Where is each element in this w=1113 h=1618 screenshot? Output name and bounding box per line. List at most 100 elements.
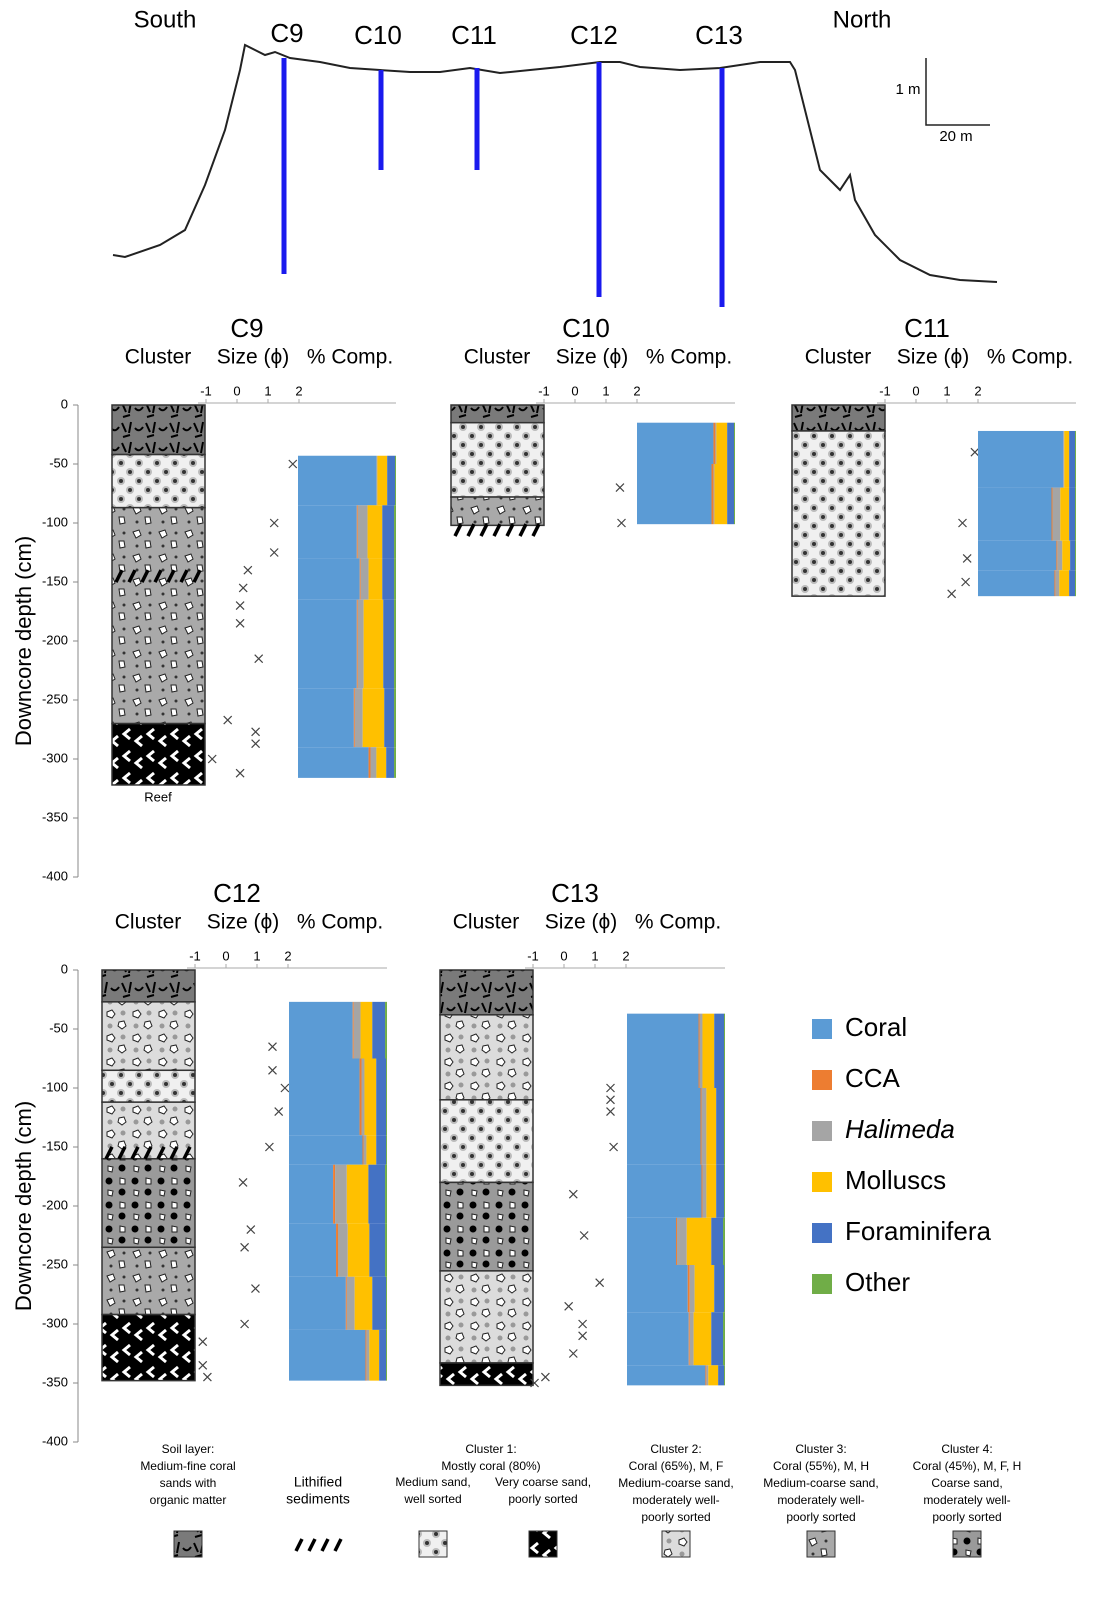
- composition-segment: [711, 464, 713, 524]
- y-tick-label: -250: [42, 1256, 68, 1271]
- column-header: Size (ϕ): [897, 346, 969, 369]
- y-tick-label: -100: [42, 514, 68, 529]
- cluster-layer: [102, 1002, 195, 1070]
- core-title: C10: [562, 313, 610, 343]
- x-tick-label: 1: [602, 383, 609, 398]
- composition-segment: [978, 488, 1052, 541]
- composition-segment: [627, 1365, 705, 1385]
- core-label: C11: [451, 20, 497, 50]
- x-tick-label: 0: [571, 383, 578, 398]
- key-text: Coral (55%), M, H: [773, 1459, 869, 1473]
- composition-segment: [289, 1277, 346, 1330]
- composition-segment: [706, 1088, 716, 1165]
- key-text: poorly sorted: [932, 1510, 1001, 1524]
- key-text: Medium-coarse sand,: [763, 1476, 878, 1490]
- core-label: C10: [354, 20, 402, 50]
- composition-segment: [690, 1312, 694, 1365]
- x-tick-label: -1: [189, 948, 201, 963]
- x-tick-label: 1: [591, 948, 598, 963]
- cluster-layer: [792, 405, 885, 431]
- y-tick-label: -50: [49, 455, 68, 470]
- size-point: [281, 1084, 289, 1092]
- composition-segment: [358, 505, 368, 558]
- profile: South North C9 C10 C11 C12 C13 1 m 20 m: [113, 6, 997, 307]
- composition-segment: [347, 1277, 355, 1330]
- key-swatch: [529, 1531, 557, 1557]
- composition-segment: [716, 1088, 724, 1165]
- composition-segment: [298, 505, 357, 558]
- y-tick-label: -200: [42, 632, 68, 647]
- composition-segment: [382, 558, 394, 599]
- composition-segment: [354, 688, 355, 747]
- x-tick-label: 2: [633, 383, 640, 398]
- key-text: Soil layer:: [162, 1442, 215, 1456]
- size-point: [239, 584, 247, 592]
- size-point: [616, 484, 624, 492]
- composition-segment: [336, 1224, 338, 1277]
- y-tick-label: -150: [42, 1138, 68, 1153]
- composition-segment: [385, 1165, 387, 1224]
- composition-segment: [376, 1135, 386, 1165]
- composition-segment: [385, 1224, 387, 1277]
- cluster-layer: [440, 1100, 533, 1183]
- composition-segment: [386, 1330, 387, 1381]
- composition-segment: [394, 558, 396, 599]
- cluster-layer: [440, 1271, 533, 1363]
- composition-segment: [298, 456, 376, 506]
- core-title: C13: [551, 878, 599, 908]
- composition-segment: [714, 1265, 724, 1312]
- column-header: Size (ϕ): [207, 911, 279, 934]
- composition-segment: [346, 1277, 347, 1330]
- size-point: [270, 519, 278, 527]
- legend-swatch: [812, 1019, 832, 1039]
- figure: South North C9 C10 C11 C12 C13 1 m 20 m …: [0, 0, 1113, 1618]
- scale-bar: [926, 58, 990, 125]
- core-label: C13: [695, 20, 743, 50]
- size-point: [971, 448, 979, 456]
- composition-segment: [384, 688, 394, 747]
- key-text: sediments: [286, 1491, 350, 1507]
- legend-label: CCA: [845, 1063, 901, 1093]
- size-point: [252, 740, 260, 748]
- composition-segment: [734, 423, 735, 464]
- composition-segment: [335, 1165, 347, 1224]
- composition-segment: [369, 1224, 385, 1277]
- core-title: C11: [904, 313, 950, 343]
- size-point: [607, 1108, 615, 1116]
- x-tick-label: 2: [284, 948, 291, 963]
- composition-segment: [1055, 570, 1059, 596]
- cluster-layer: [792, 431, 885, 596]
- composition-segment: [369, 747, 371, 778]
- y-axis-label: Downcore depth (cm): [11, 536, 36, 746]
- x-tick-label: 0: [233, 383, 240, 398]
- composition-segment: [376, 456, 377, 506]
- composition-segment: [702, 1014, 714, 1088]
- composition-segment: [372, 1277, 386, 1330]
- size-point: [247, 1226, 255, 1234]
- size-point: [236, 619, 244, 627]
- size-point: [959, 519, 967, 527]
- cluster-layer: [440, 970, 533, 1015]
- x-tick-label: 2: [295, 383, 302, 398]
- direction-label: South: [134, 6, 197, 33]
- composition-segment: [369, 558, 383, 599]
- y-tick-label: -50: [49, 1020, 68, 1035]
- composition-segment: [1075, 488, 1076, 541]
- column-header: Cluster: [125, 346, 192, 369]
- y-tick-label: 0: [61, 961, 68, 976]
- composition-segment: [357, 505, 358, 558]
- cluster-layer: [112, 724, 205, 785]
- composition-segment: [716, 1165, 724, 1218]
- cluster-layer: [102, 970, 195, 1002]
- composition-segment: [1069, 488, 1075, 541]
- composition-segment: [394, 505, 396, 558]
- size-point: [565, 1302, 573, 1310]
- composition-segment: [627, 1014, 699, 1088]
- size-point: [236, 602, 244, 610]
- composition-segment: [361, 1002, 373, 1059]
- size-point: [948, 590, 956, 598]
- size-point: [270, 549, 278, 557]
- cluster-layer: [112, 405, 205, 455]
- legend-label: Coral: [845, 1012, 907, 1042]
- composition-segment: [385, 1002, 387, 1059]
